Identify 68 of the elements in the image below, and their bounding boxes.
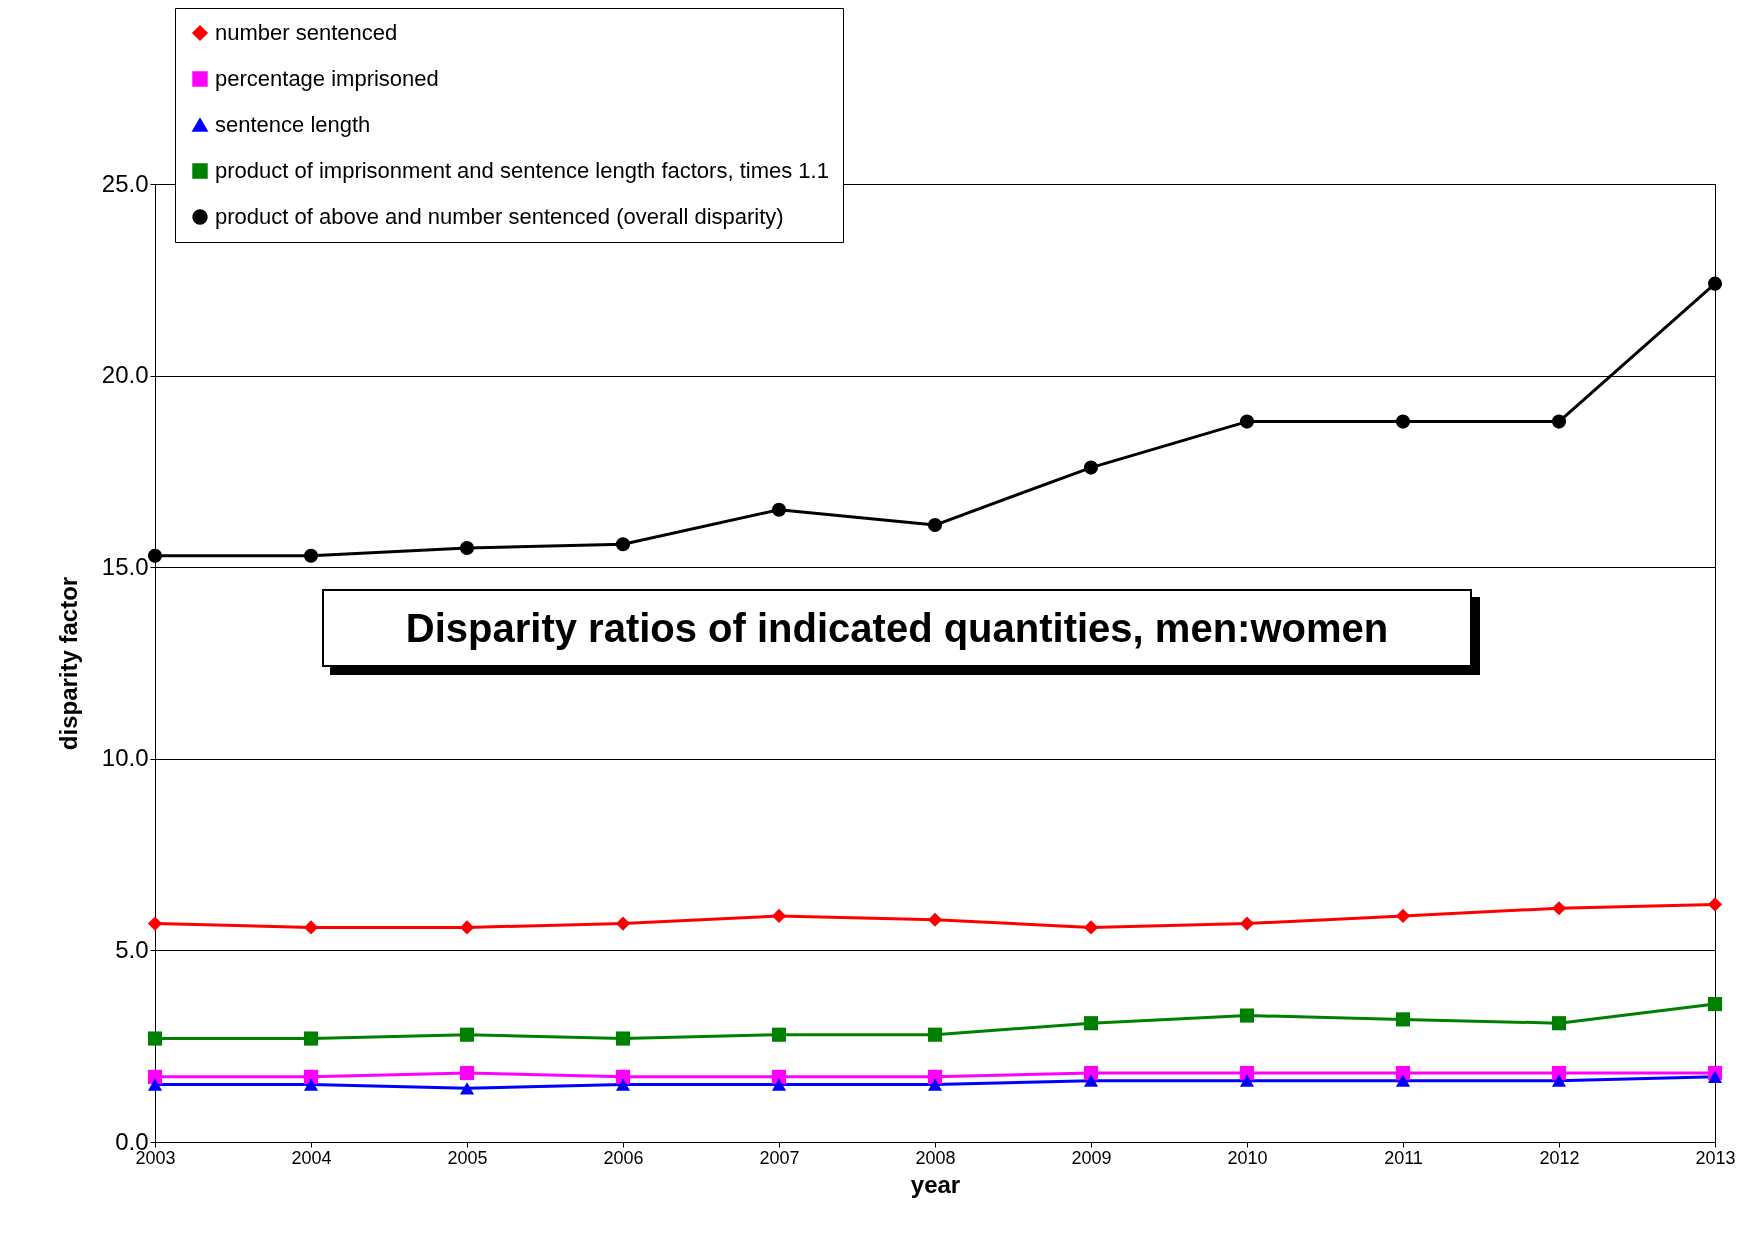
point xyxy=(927,1078,943,1091)
point xyxy=(459,1082,475,1095)
x-axis-title: year xyxy=(910,1170,961,1198)
legend-label: sentence length xyxy=(215,112,371,137)
text: Disparity ratios of indicated quantities, men:women xyxy=(322,589,1472,667)
x-tick-label: 2008 xyxy=(915,1147,956,1168)
point xyxy=(771,502,787,517)
x-tick-label: 2012 xyxy=(1539,1147,1580,1168)
point xyxy=(1395,1012,1411,1027)
legend-label: product of imprisonment and sentence length factors, times 1.1 xyxy=(215,158,829,183)
point xyxy=(147,916,163,931)
y-tick-label: 15.0 xyxy=(101,552,149,580)
point xyxy=(1551,901,1567,916)
point xyxy=(1395,1074,1411,1087)
point xyxy=(1551,1016,1567,1031)
point xyxy=(303,1078,319,1091)
point xyxy=(615,537,631,552)
point xyxy=(459,540,475,556)
point xyxy=(459,1065,475,1081)
x-tick-label: 2007 xyxy=(759,1147,800,1168)
point xyxy=(1707,996,1723,1012)
point xyxy=(1239,1008,1255,1023)
point xyxy=(1395,908,1411,923)
x-tick-label: 2004 xyxy=(291,1147,332,1168)
point xyxy=(1551,414,1567,429)
x-tick-label: 2013 xyxy=(1695,1147,1736,1168)
point xyxy=(459,1027,475,1042)
point xyxy=(1239,916,1255,931)
point xyxy=(1239,1074,1255,1087)
point xyxy=(927,912,943,927)
point xyxy=(771,908,787,923)
point xyxy=(927,517,943,533)
point xyxy=(615,1078,631,1091)
point xyxy=(1083,1074,1099,1087)
y-tick-label: 10.0 xyxy=(101,744,149,772)
point xyxy=(1083,460,1099,475)
point xyxy=(1707,897,1723,912)
legend-label: number sentenced xyxy=(215,20,398,45)
x-tick-label: 2005 xyxy=(447,1147,488,1168)
point xyxy=(147,1078,163,1091)
point xyxy=(615,916,631,931)
point xyxy=(1395,414,1411,429)
point xyxy=(1083,1016,1099,1031)
y-axis-title: disparity factor xyxy=(54,576,82,751)
y-tick-label: 25.0 xyxy=(101,169,149,197)
x-tick-label: 2009 xyxy=(1071,1147,1112,1168)
legend-label: percentage imprisoned xyxy=(215,66,439,91)
point xyxy=(1551,1074,1567,1087)
point xyxy=(303,1031,319,1046)
point xyxy=(1707,276,1723,291)
x-tick-label: 2010 xyxy=(1227,1147,1268,1168)
point xyxy=(303,548,319,563)
point xyxy=(1083,920,1099,935)
point xyxy=(1239,414,1255,429)
point xyxy=(1707,1070,1723,1083)
point xyxy=(771,1078,787,1091)
x-tick-label: 2006 xyxy=(603,1147,644,1168)
y-tick-label: 5.0 xyxy=(115,935,149,963)
point xyxy=(927,1027,943,1042)
point xyxy=(147,548,163,563)
point xyxy=(459,920,475,935)
y-tick-label: 20.0 xyxy=(101,361,149,389)
point xyxy=(615,1031,631,1046)
point xyxy=(147,1031,163,1046)
x-tick-label: 2011 xyxy=(1384,1147,1423,1168)
point xyxy=(303,920,319,935)
point xyxy=(771,1027,787,1042)
legend-label: product of above and number sentenced (overall disparity) xyxy=(215,204,784,229)
